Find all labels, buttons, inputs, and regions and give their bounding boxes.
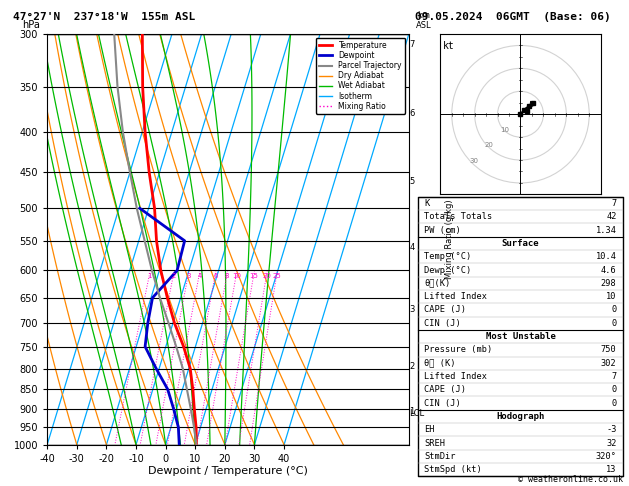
Text: 2: 2 xyxy=(172,273,176,279)
Text: 15: 15 xyxy=(250,273,259,279)
Text: 0: 0 xyxy=(611,385,616,394)
Text: CIN (J): CIN (J) xyxy=(425,399,461,408)
Text: Most Unstable: Most Unstable xyxy=(486,332,555,341)
Text: 7: 7 xyxy=(409,39,415,49)
Text: θᴇ (K): θᴇ (K) xyxy=(425,359,456,368)
Text: 1: 1 xyxy=(409,407,415,417)
Text: CIN (J): CIN (J) xyxy=(425,319,461,328)
Text: km
ASL: km ASL xyxy=(416,11,431,30)
Text: 4.6: 4.6 xyxy=(601,265,616,275)
Text: SREH: SREH xyxy=(425,438,445,448)
Text: CAPE (J): CAPE (J) xyxy=(425,385,467,394)
Text: 302: 302 xyxy=(601,359,616,368)
Text: 20: 20 xyxy=(262,273,271,279)
Text: 3: 3 xyxy=(409,305,415,313)
Legend: Temperature, Dewpoint, Parcel Trajectory, Dry Adiabat, Wet Adiabat, Isotherm, Mi: Temperature, Dewpoint, Parcel Trajectory… xyxy=(316,38,405,114)
X-axis label: Dewpoint / Temperature (°C): Dewpoint / Temperature (°C) xyxy=(148,467,308,476)
Text: 1: 1 xyxy=(147,273,152,279)
Text: 7: 7 xyxy=(611,372,616,381)
Text: Surface: Surface xyxy=(502,239,539,248)
Text: © weatheronline.co.uk: © weatheronline.co.uk xyxy=(518,474,623,484)
Text: Dewp (°C): Dewp (°C) xyxy=(425,265,472,275)
Text: Mixing Ratio (g/kg): Mixing Ratio (g/kg) xyxy=(445,200,454,279)
Text: 10.4: 10.4 xyxy=(596,252,616,261)
Text: LCL: LCL xyxy=(409,409,425,418)
Text: 20: 20 xyxy=(485,142,494,148)
Text: 10: 10 xyxy=(232,273,241,279)
Text: Temp (°C): Temp (°C) xyxy=(425,252,472,261)
Text: 7: 7 xyxy=(611,199,616,208)
Text: 8: 8 xyxy=(225,273,230,279)
Text: K: K xyxy=(425,199,430,208)
Text: 320°: 320° xyxy=(596,452,616,461)
Text: 32: 32 xyxy=(606,438,616,448)
Text: 10: 10 xyxy=(501,127,509,133)
Text: 3: 3 xyxy=(186,273,191,279)
Text: 2: 2 xyxy=(409,362,415,371)
Text: 6: 6 xyxy=(213,273,218,279)
Text: StmDir: StmDir xyxy=(425,452,456,461)
Text: 298: 298 xyxy=(601,279,616,288)
Text: Hodograph: Hodograph xyxy=(496,412,545,421)
Text: EH: EH xyxy=(425,425,435,434)
Text: Lifted Index: Lifted Index xyxy=(425,372,487,381)
Text: 30: 30 xyxy=(469,158,478,164)
Text: 5: 5 xyxy=(409,177,415,186)
Text: 0: 0 xyxy=(611,319,616,328)
Text: CAPE (J): CAPE (J) xyxy=(425,305,467,314)
Text: 0: 0 xyxy=(611,399,616,408)
Text: 750: 750 xyxy=(601,346,616,354)
Text: 1.34: 1.34 xyxy=(596,226,616,235)
Text: 09.05.2024  06GMT  (Base: 06): 09.05.2024 06GMT (Base: 06) xyxy=(415,12,611,22)
Text: Pressure (mb): Pressure (mb) xyxy=(425,346,493,354)
Text: 0: 0 xyxy=(611,305,616,314)
Text: PW (cm): PW (cm) xyxy=(425,226,461,235)
Text: θᴇ(K): θᴇ(K) xyxy=(425,279,450,288)
Text: 4: 4 xyxy=(409,243,415,252)
Text: 4: 4 xyxy=(198,273,202,279)
Text: 42: 42 xyxy=(606,212,616,221)
Text: Lifted Index: Lifted Index xyxy=(425,292,487,301)
Text: 25: 25 xyxy=(272,273,281,279)
Text: StmSpd (kt): StmSpd (kt) xyxy=(425,465,482,474)
Text: -3: -3 xyxy=(606,425,616,434)
Text: hPa: hPa xyxy=(22,20,40,30)
Text: 6: 6 xyxy=(409,109,415,118)
Text: kt: kt xyxy=(443,41,454,51)
Text: Totals Totals: Totals Totals xyxy=(425,212,493,221)
Text: 10: 10 xyxy=(606,292,616,301)
Text: 47°27'N  237°18'W  155m ASL: 47°27'N 237°18'W 155m ASL xyxy=(13,12,195,22)
Text: 13: 13 xyxy=(606,465,616,474)
